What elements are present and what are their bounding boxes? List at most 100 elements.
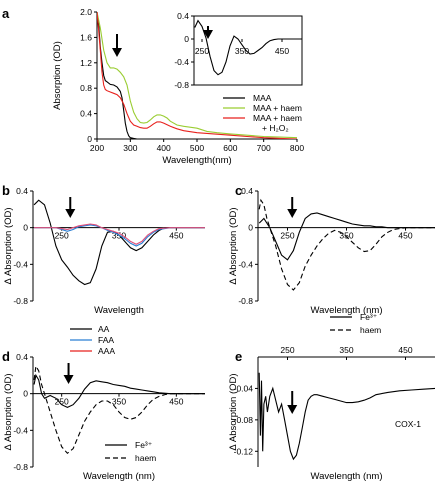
x-axis-title: Wavelength (nm) [311, 305, 383, 316]
y-tick-label: 0 [87, 134, 92, 144]
y-tick-label: 0 [23, 389, 28, 399]
series-line-faa [34, 224, 205, 247]
legend-label: MAA [253, 93, 272, 103]
x-axis-title: Wavelength(nm) [162, 155, 231, 166]
down-arrow-icon [287, 405, 298, 414]
y-axis-title: Absorption (OD) [52, 41, 63, 110]
legend-label: haem [360, 325, 381, 335]
legend-label: MAA + haem [253, 103, 302, 113]
x-tick-label: 800 [290, 143, 304, 153]
series-line-aaa [34, 223, 205, 245]
inset-frame [193, 15, 303, 86]
x-tick-label: 450 [275, 46, 289, 56]
down-arrow-icon [287, 209, 298, 218]
y-tick-label: 1.2 [80, 58, 92, 68]
x-tick-label: 600 [223, 143, 237, 153]
y-tick-label: 0.4 [16, 186, 28, 196]
y-tick-label: 0.4 [241, 186, 253, 196]
y-tick-label: -0.4 [13, 259, 28, 269]
y-axis-title: Δ Absorption (OD) [228, 373, 239, 450]
y-tick-label: -0.08 [234, 415, 254, 425]
legend-label: AA [98, 324, 110, 334]
legend-label: MAA + haem [253, 113, 302, 123]
series-line-fe- [33, 373, 205, 409]
y-tick-label: 0.8 [80, 83, 92, 93]
legend-d: Fe³⁺ haem [105, 440, 156, 463]
panel-label-a: a [2, 6, 10, 21]
y-tick-label: -0.8 [238, 296, 253, 306]
y-tick-label: 0 [23, 223, 28, 233]
x-tick-label: 350 [339, 231, 353, 241]
y-tick-label: -0.8 [13, 296, 28, 306]
x-tick-label: 500 [190, 143, 204, 153]
x-tick-label: 400 [157, 143, 171, 153]
legend-label: + H₂O₂ [262, 123, 289, 133]
chart-d: 250 350 450 0.4 0 -0.4 -0.8 d Wavelength (nm) Δ A… [2, 349, 205, 482]
chart-c: 250 350 450 0.4 0 -0.4 -0.8 c Wavelength (nm) Δ A… [228, 183, 435, 335]
series-line-0 [194, 19, 302, 76]
down-arrow-icon [203, 30, 213, 39]
x-tick-label: 250 [195, 46, 209, 56]
down-arrow-icon [63, 375, 74, 384]
x-tick-label: 700 [257, 143, 271, 153]
chart-a: 200 300 400 500 600 700 800 0 0.4 0.8 1.2 1.6 2.0 a Wa… [2, 6, 304, 166]
series-line-maa-haem [97, 12, 297, 139]
x-tick-label: 450 [169, 397, 183, 407]
x-tick-label: 200 [90, 143, 104, 153]
y-tick-label: -0.04 [234, 383, 254, 393]
x-axis-title: Wavelength (nm) [311, 471, 383, 482]
y-axis-title: Δ Absorption (OD) [3, 207, 14, 284]
legend-label: haem [135, 453, 156, 463]
y-tick-label: 2.0 [80, 7, 92, 17]
panel-label-b: b [2, 183, 10, 198]
y-axis-title: Δ Absorption (OD) [3, 373, 14, 450]
x-tick-label: 300 [123, 143, 137, 153]
panel-label-d: d [2, 349, 10, 364]
y-tick-label: 0 [184, 34, 189, 44]
y-tick-label: 0.4 [177, 11, 189, 21]
panel-label-e: e [235, 349, 242, 364]
series-line-haem [258, 198, 435, 291]
chart-e: 250 350 450 -0.04 -0.08 -0.12 e Wavelength (nm)… [228, 345, 435, 482]
x-tick-label: 450 [169, 231, 183, 241]
y-tick-label: 1.6 [80, 32, 92, 42]
y-tick-label: -0.4 [238, 259, 253, 269]
x-axis-title: Wavelength (nm) [83, 471, 155, 482]
y-axis-title: Δ Absorption (OD) [228, 207, 239, 284]
x-tick-label: 350 [112, 397, 126, 407]
series-line-maa-haem-h-o- [97, 12, 297, 139]
y-tick-label: 0 [248, 223, 253, 233]
legend-label: AAA [98, 346, 115, 356]
x-tick-label: 250 [55, 397, 69, 407]
annotation-label: COX-1 [395, 419, 421, 429]
x-tick-label: 250 [55, 231, 69, 241]
x-axis-title: Wavelength [94, 305, 144, 316]
x-tick-label: 250 [280, 231, 294, 241]
x-tick-label: 450 [398, 231, 412, 241]
x-tick-label: 450 [398, 345, 412, 355]
y-tick-label: -0.12 [234, 446, 254, 456]
series-line-haem [33, 364, 205, 455]
series-line-maa [97, 12, 297, 139]
x-tick-label: 250 [280, 345, 294, 355]
y-tick-label: -0.4 [174, 57, 189, 67]
legend-c: Fe³⁺ haem [330, 312, 381, 335]
x-tick-label: 350 [339, 345, 353, 355]
y-tick-label: -0.8 [174, 80, 189, 90]
down-arrow-icon [65, 209, 76, 218]
y-tick-label: -0.4 [13, 425, 28, 435]
y-tick-label: 0.4 [16, 352, 28, 362]
x-tick-label: 350 [235, 46, 249, 56]
legend-label: Fe³⁺ [360, 312, 378, 322]
series-line-0 [258, 372, 435, 461]
y-tick-label: -0.8 [13, 462, 28, 472]
chart-a-inset: 250 350 450 0.4 0 -0.4 -0.8 [174, 11, 303, 90]
legend-label: Fe³⁺ [135, 440, 153, 450]
y-tick-label: 0.4 [80, 109, 92, 119]
panel-label-c: c [235, 183, 242, 198]
legend-label: FAA [98, 335, 114, 345]
